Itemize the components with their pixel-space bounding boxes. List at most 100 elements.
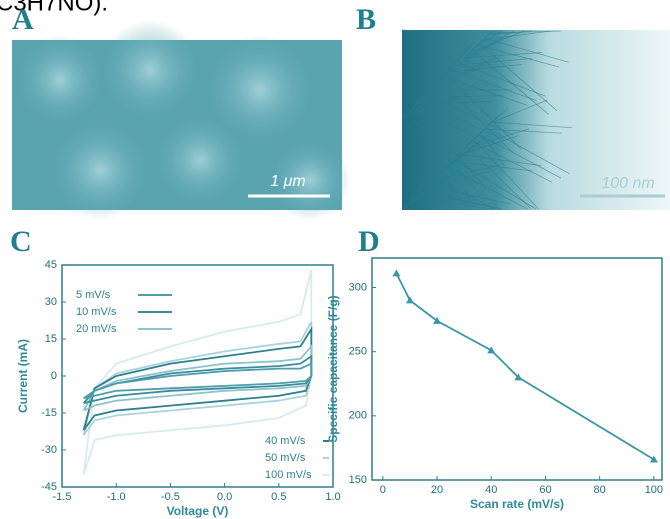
x-tick-label: 40 (485, 484, 497, 496)
x-tick-label: 80 (594, 484, 606, 496)
series-line (83, 362, 313, 400)
fiber (405, 195, 482, 207)
y-tick-label: 0 (51, 370, 57, 382)
fiber (472, 138, 539, 210)
y-tick-label: -45 (41, 481, 57, 493)
y-tick-label: -30 (41, 444, 57, 456)
fiber (456, 58, 532, 66)
scale-bar-label: 1 μm (270, 173, 305, 190)
x-tick-label: 100 (645, 484, 663, 496)
x-tick-label: -1.0 (107, 491, 126, 503)
fiber (447, 163, 472, 202)
y-axis-label: Specific capacitance (F/g) (326, 295, 340, 442)
fiber (420, 190, 502, 210)
y-tick-label: 15 (45, 333, 57, 345)
fiber (430, 164, 501, 182)
fiber (412, 108, 496, 145)
sem-image (12, 20, 350, 220)
legend-label: 10 mV/s (76, 306, 117, 318)
y-tick-label: 200 (349, 410, 367, 422)
panel-label: A (12, 3, 34, 36)
fiber (467, 107, 509, 145)
series-line (395, 272, 655, 461)
panel-label: C (10, 225, 32, 258)
fiber (424, 95, 502, 98)
fiber (483, 37, 569, 63)
fiber (478, 42, 557, 111)
fiber (458, 62, 546, 97)
legend-label: 5 mV/s (76, 289, 111, 301)
fiber (414, 106, 486, 189)
fiber (476, 44, 560, 68)
fiber (441, 41, 475, 81)
fiber (445, 165, 528, 210)
fiber (463, 52, 542, 59)
fiber (471, 49, 549, 115)
x-axis-label: Scan rate (mV/s) (470, 497, 564, 511)
fiber (426, 94, 514, 136)
point (649, 455, 658, 463)
fiber (425, 185, 511, 205)
fiber (417, 101, 492, 105)
fiber (402, 82, 437, 120)
x-tick-label: -1.5 (53, 491, 72, 503)
fiber (468, 30, 525, 54)
x-tick-label: 0 (380, 484, 386, 496)
x-tick-label: -0.5 (161, 491, 180, 503)
x-tick-label: 60 (539, 484, 551, 496)
x-tick-label: 1.0 (325, 491, 340, 503)
fiber (404, 92, 468, 118)
fiber (409, 74, 447, 113)
fiber (444, 76, 528, 106)
x-tick-label: 20 (431, 484, 443, 496)
fiber (450, 160, 532, 172)
fiber (446, 74, 522, 150)
fiber (484, 126, 571, 175)
y-tick-label: 45 (45, 259, 57, 271)
y-tick-label: 150 (349, 474, 367, 486)
fiber (419, 101, 505, 140)
x-axis-label: Voltage (V) (167, 504, 229, 518)
point (392, 269, 401, 277)
y-tick-label: 30 (45, 296, 57, 308)
point (487, 346, 496, 354)
fiber (457, 153, 542, 167)
legend-label: 20 mV/s (76, 323, 117, 335)
fiber (415, 156, 441, 197)
point (514, 373, 523, 381)
legend-label: 50 mV/s (265, 452, 306, 464)
fiber (407, 113, 478, 192)
fiber (418, 192, 501, 210)
caption-fragment: C3H7NO). (0, 0, 108, 16)
point (405, 296, 414, 304)
fiber (466, 30, 494, 56)
legend-label: 100 mV/s (265, 469, 312, 481)
y-tick-label: 300 (349, 281, 367, 293)
scale-bar-label: 100 nm (601, 175, 654, 192)
fiber (473, 30, 503, 49)
plot-frame (371, 257, 663, 481)
fiber (408, 165, 432, 204)
fiber (403, 175, 453, 209)
fiber (401, 29, 423, 32)
fiber (477, 133, 562, 179)
fiber (442, 133, 491, 170)
y-tick-label: -15 (41, 407, 57, 419)
fiber (481, 30, 551, 41)
x-tick-label: 0.0 (217, 491, 232, 503)
panel-label: D (358, 225, 380, 258)
y-tick-label: 250 (349, 346, 367, 358)
panel-label: B (356, 3, 376, 36)
point (433, 316, 442, 324)
fiber (449, 64, 522, 73)
fiber (488, 30, 562, 34)
fiber (487, 99, 548, 125)
fiber (451, 69, 537, 102)
x-tick-label: 0.5 (271, 491, 286, 503)
fiber (436, 57, 497, 86)
fiber (489, 121, 572, 129)
fiber (452, 158, 537, 210)
fiber (410, 167, 463, 202)
fiber (435, 141, 481, 177)
